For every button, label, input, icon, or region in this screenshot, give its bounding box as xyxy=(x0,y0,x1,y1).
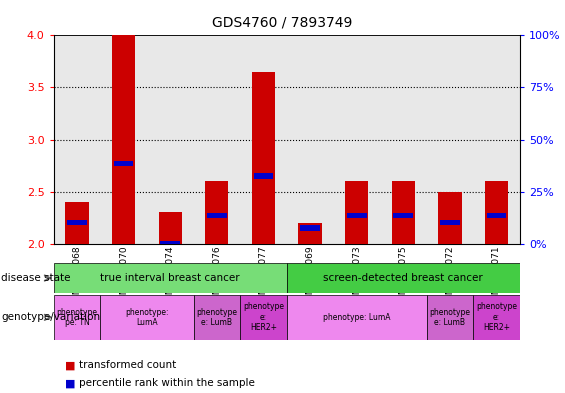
Text: phenotype
e: LumB: phenotype e: LumB xyxy=(196,308,237,327)
Text: genotype/variation: genotype/variation xyxy=(1,312,100,322)
Bar xyxy=(287,263,520,293)
Text: ■: ■ xyxy=(65,378,76,388)
Text: phenotype: LumA: phenotype: LumA xyxy=(323,313,390,322)
Bar xyxy=(205,181,228,244)
Bar xyxy=(207,213,227,218)
Bar xyxy=(298,223,321,244)
Bar xyxy=(240,295,287,340)
Bar xyxy=(287,295,427,340)
Bar xyxy=(440,220,460,226)
Bar xyxy=(159,212,182,244)
Bar xyxy=(252,72,275,244)
Bar xyxy=(485,181,508,244)
Bar xyxy=(160,241,180,246)
Bar xyxy=(486,213,506,218)
Bar xyxy=(347,213,367,218)
Text: phenotype
pe: TN: phenotype pe: TN xyxy=(56,308,98,327)
Bar xyxy=(427,295,473,340)
Bar xyxy=(393,213,413,218)
Bar xyxy=(114,161,133,166)
Text: phenotype
e: LumB: phenotype e: LumB xyxy=(429,308,471,327)
Text: ■: ■ xyxy=(65,360,76,371)
Text: phenotype
e:
HER2+: phenotype e: HER2+ xyxy=(243,303,284,332)
Bar xyxy=(392,181,415,244)
Text: true interval breast cancer: true interval breast cancer xyxy=(101,273,240,283)
Bar xyxy=(300,226,320,231)
Bar xyxy=(194,295,240,340)
Bar xyxy=(112,35,135,244)
Bar xyxy=(101,295,194,340)
Text: percentile rank within the sample: percentile rank within the sample xyxy=(79,378,255,388)
Bar xyxy=(67,220,87,226)
Text: transformed count: transformed count xyxy=(79,360,176,371)
Bar xyxy=(254,173,273,178)
Bar xyxy=(345,181,368,244)
Text: GDS4760 / 7893749: GDS4760 / 7893749 xyxy=(212,16,353,30)
Bar xyxy=(473,295,520,340)
Text: phenotype:
LumA: phenotype: LumA xyxy=(125,308,168,327)
Bar xyxy=(54,295,101,340)
Text: screen-detected breast cancer: screen-detected breast cancer xyxy=(323,273,483,283)
Bar xyxy=(54,263,287,293)
Text: disease state: disease state xyxy=(1,273,71,283)
Bar xyxy=(66,202,89,244)
Bar xyxy=(438,191,462,244)
Text: phenotype
e:
HER2+: phenotype e: HER2+ xyxy=(476,303,517,332)
